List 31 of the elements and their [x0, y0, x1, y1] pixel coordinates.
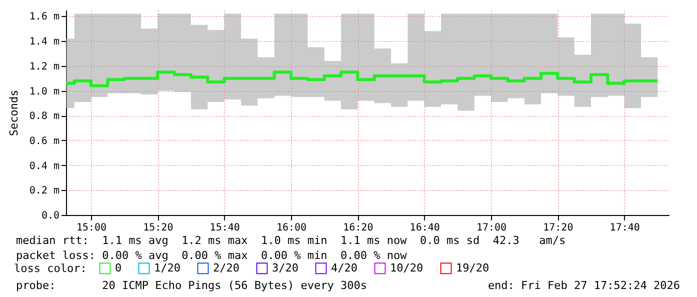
legend-label: 0: [115, 261, 122, 274]
x-tick-label: 17:20: [543, 222, 574, 234]
x-tick-label: 16:00: [276, 222, 307, 234]
text: median rtt: 1.1 ms avg 1.2 ms max 1.0 ms min 1.1 ms now 0.0 ms sd 42.3 am/s: [16, 234, 566, 247]
y-tick-label: 0.0: [41, 210, 60, 222]
legend-label: 4/20: [331, 261, 358, 274]
x-tick-label: 15:40: [210, 222, 240, 234]
x-tick-label: 17:40: [610, 222, 640, 234]
text: end: Fri Feb 27 17:52:24 2026: [488, 279, 680, 292]
legend-label: 19/20: [456, 261, 490, 274]
text: packet loss: 0.00 % avg 0.00 % max 0.00 % min 0.00 % now: [16, 249, 407, 262]
y-tick-label: 0.4 m: [29, 160, 60, 172]
y-tick-label: 1.4 m: [29, 36, 60, 48]
legend-label: 3/20: [272, 261, 298, 274]
x-tick-label: 15:20: [143, 222, 174, 234]
legend-title: loss color:: [14, 262, 87, 275]
y-tick-label: 1.0 m: [29, 86, 60, 98]
legend-label: 1/20: [154, 261, 180, 274]
y-axis-title: Seconds: [7, 90, 20, 136]
x-tick-label: 15:00: [76, 222, 107, 234]
y-tick-label: 0.2 m: [29, 186, 60, 197]
x-tick-label: 17:00: [476, 222, 507, 234]
y-tick-label: 0.6 m: [29, 136, 60, 147]
x-tick-label: 16:40: [410, 222, 440, 234]
legend-label: 2/20: [213, 261, 240, 274]
legend-label: 10/20: [390, 261, 424, 274]
y-tick-label: 1.6 m: [29, 12, 60, 23]
y-tick-label: 0.8 m: [29, 111, 60, 122]
text: probe: 20 ICMP Echo Pings (56 Bytes) every 300s: [16, 279, 367, 292]
x-tick-label: 16:20: [343, 222, 374, 234]
y-tick-label: 1.2 m: [29, 61, 60, 72]
